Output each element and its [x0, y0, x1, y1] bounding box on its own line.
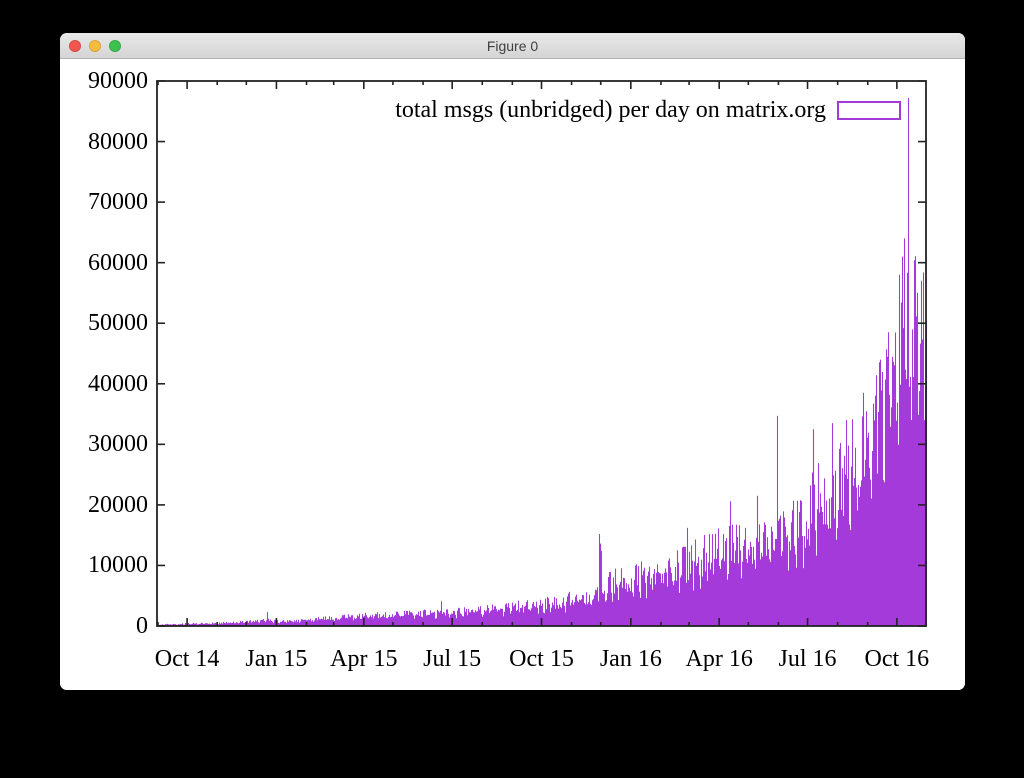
window-titlebar[interactable]: Figure 0: [60, 33, 965, 59]
x-axis-tick-label: Oct 16: [864, 646, 930, 672]
x-axis-tick-label: Jul 15: [423, 646, 482, 672]
x-axis-tick-label: Apr 16: [685, 646, 753, 672]
y-axis-tick-label: 20000: [88, 491, 148, 518]
x-axis-tick-label: Apr 15: [330, 646, 398, 672]
y-axis-tick-label: 80000: [88, 128, 148, 155]
figure-window: Figure 0 0 10000 20000 30000 40000 50000 60000…: [60, 33, 965, 690]
y-axis-tick-label: 50000: [88, 310, 148, 337]
zoom-button[interactable]: [109, 39, 121, 52]
x-axis-tick-label: Jan 15: [245, 646, 308, 672]
window-controls: [69, 33, 121, 58]
chart-plot-area: [156, 80, 928, 627]
x-axis-tick-label: Jul 16: [778, 646, 837, 672]
x-axis-tick-label: Oct 15: [509, 646, 574, 672]
plot-border: [156, 80, 927, 627]
y-axis-tick-label: 60000: [88, 249, 148, 276]
close-button[interactable]: [69, 39, 81, 52]
x-axis-tick-label: Oct 14: [154, 646, 220, 672]
bars-series: [156, 98, 928, 626]
x-axis-tick-label: Jan 16: [599, 646, 662, 672]
y-axis-tick-label: 70000: [88, 189, 148, 216]
y-axis-tick-label: 10000: [88, 552, 148, 579]
window-title: Figure 0: [486, 37, 539, 54]
minimize-button[interactable]: [89, 39, 101, 52]
y-axis-tick-label: 90000: [88, 68, 148, 94]
figure-canvas: 0 10000 20000 30000 40000 50000 60000 70000 8000…: [60, 59, 965, 690]
y-axis-tick-label: 30000: [88, 431, 148, 458]
y-axis-tick-label: 40000: [88, 370, 148, 397]
y-axis-tick-label: 0: [136, 613, 148, 639]
